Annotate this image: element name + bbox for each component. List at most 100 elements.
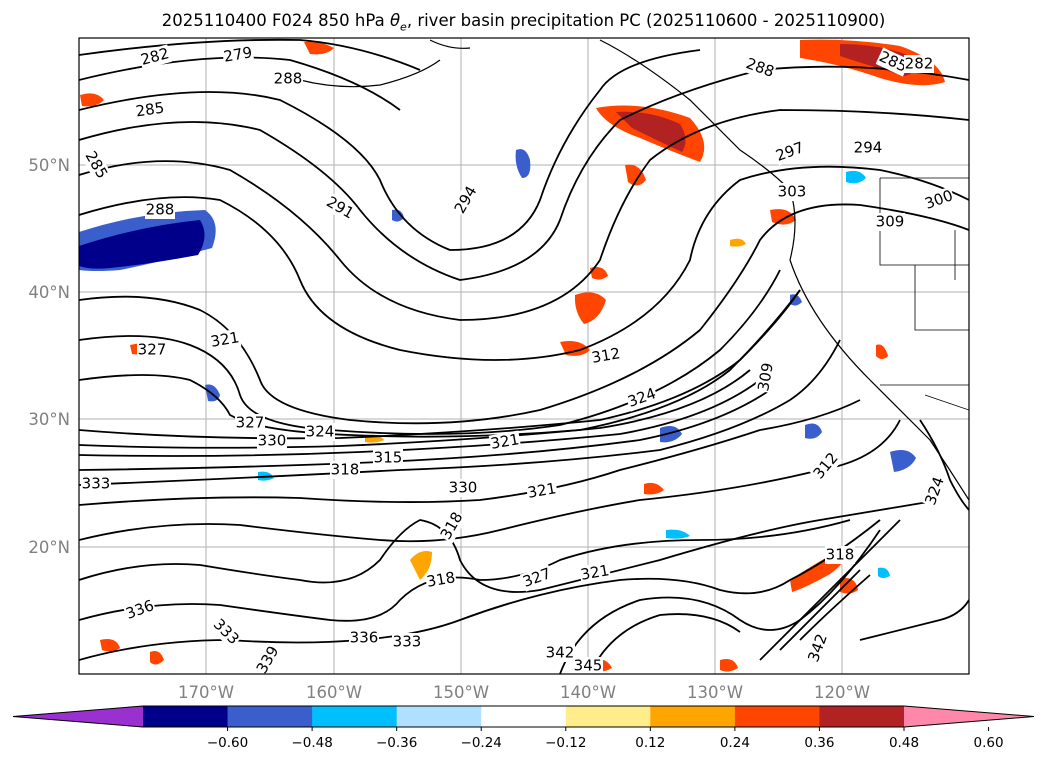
contour-label: 318: [826, 546, 855, 564]
lon-label: 140°W: [560, 683, 616, 702]
political-borders: [879, 177, 969, 411]
colorbar-segment: [819, 706, 905, 727]
contour-label-background: [875, 213, 905, 231]
colorbar-segment: [143, 706, 229, 727]
contour-label-background: [209, 615, 243, 649]
contour-label-background: [145, 201, 175, 219]
contour-label-background: [322, 192, 358, 224]
lon-label: 130°W: [687, 683, 743, 702]
contour-label: 345: [574, 657, 603, 675]
colorbar: −0.60 −0.48 −0.36 −0.24 −0.12 0.12 0.24 0.36 0.4…: [12, 705, 1035, 751]
contour-label-background: [133, 98, 167, 122]
contour-label: 330: [258, 432, 287, 450]
contour-label-background: [80, 147, 112, 183]
contour-label-background: [450, 182, 482, 218]
contour-label: 321: [526, 479, 557, 502]
colorbar-tick-label: −0.60: [207, 735, 248, 751]
lat-label: 50°N: [28, 156, 70, 175]
contour-label-background: [921, 473, 949, 509]
contour-label: 309: [876, 213, 905, 231]
colorbar-tick-label: 0.12: [635, 735, 665, 751]
contour-label-background: [488, 430, 522, 454]
colorbar-tick-label: 0.24: [720, 735, 750, 751]
contour-label-background: [742, 54, 778, 82]
contour-label: 288: [146, 201, 175, 219]
lat-label: 30°N: [28, 410, 70, 429]
longitude-labels: 170°W 160°W 150°W 140°W 130°W 120°W: [178, 683, 870, 702]
latitude-labels: 50°N 40°N 30°N 20°N: [28, 156, 70, 557]
colorbar-tick-label: 0.60: [974, 735, 1004, 751]
contour-label-background: [448, 479, 478, 497]
contour-label-background: [921, 186, 957, 214]
contour-label-background: [208, 328, 242, 352]
contour-label: 309: [754, 361, 777, 392]
lon-label: 120°W: [814, 683, 870, 702]
theta-e-contours: [79, 38, 969, 674]
contour-label: 321: [579, 561, 610, 584]
colorbar-tick-label: −0.48: [291, 735, 332, 751]
contour-label: 288: [274, 70, 303, 88]
contour-label: 324: [306, 423, 335, 441]
contour-label-background: [578, 561, 612, 585]
contour-label-background: [330, 461, 360, 479]
colorbar-tick-label: −0.24: [461, 735, 502, 751]
lat-label: 20°N: [28, 538, 70, 557]
contour-label-background: [904, 55, 934, 73]
contour-label-background: [424, 568, 458, 592]
precipitation-shading: [79, 39, 945, 672]
contour-label-background: [138, 44, 172, 70]
contour-label-background: [573, 657, 603, 674]
contour-label-background: [777, 183, 807, 201]
contour-label-background: [137, 341, 167, 359]
colorbar-segment: [650, 706, 736, 727]
colorbar-segment: [312, 706, 398, 727]
contour-label-background: [624, 384, 660, 412]
colorbar-segment: [396, 706, 482, 727]
colorbar-tick-label: −0.12: [545, 735, 586, 751]
contour-label: 327: [236, 414, 265, 432]
contour-label-background: [305, 423, 335, 441]
colorbar-segment: [734, 706, 820, 727]
lon-label: 160°W: [306, 683, 362, 702]
contour-label-background: [221, 43, 255, 67]
colorbar-extend-low: [13, 706, 143, 727]
contour-label: 318: [425, 568, 456, 591]
contour-label: 312: [590, 344, 621, 367]
contour-label: 294: [854, 139, 883, 157]
contour-label-background: [122, 596, 158, 624]
lon-label: 170°W: [178, 683, 234, 702]
figure-title: 2025110400 F024 850 hPa θe, river basin …: [161, 11, 886, 34]
contour-label-background: [436, 508, 468, 544]
contour-label: 342: [546, 644, 575, 662]
contour-label-background: [809, 448, 843, 484]
contour-label: 303: [778, 183, 807, 201]
contour-label: 279: [222, 43, 253, 66]
contour-label-background: [525, 479, 559, 503]
contour-label: 318: [331, 461, 360, 479]
contour-label: 285: [134, 99, 165, 121]
contour-label-background: [825, 546, 855, 564]
contour-label-background: [235, 414, 265, 432]
colorbar-tick-label: 0.48: [889, 735, 919, 751]
colorbar-segment: [565, 706, 651, 727]
colorbar-segment: [481, 706, 567, 727]
contour-label: 321: [209, 328, 240, 351]
colorbar-segment: [227, 706, 313, 727]
contour-label-background: [273, 70, 303, 88]
contour-label-background: [772, 138, 808, 166]
contour-label-background: [545, 644, 575, 662]
contour-label-background: [373, 449, 403, 467]
contour-label: 321: [489, 430, 520, 453]
contour-label: 333: [393, 633, 422, 651]
colorbar-tick-label: 0.36: [804, 735, 834, 751]
lon-label: 150°W: [433, 683, 489, 702]
lat-label: 40°N: [28, 283, 70, 302]
contour-label: 315: [374, 449, 403, 467]
colorbar-outline: [12, 705, 1035, 728]
contour-label-background: [804, 630, 832, 666]
contour-label-background: [349, 629, 379, 647]
map-frame: [78, 37, 970, 675]
contour-label-background: [853, 139, 883, 157]
coastline: [299, 39, 969, 501]
